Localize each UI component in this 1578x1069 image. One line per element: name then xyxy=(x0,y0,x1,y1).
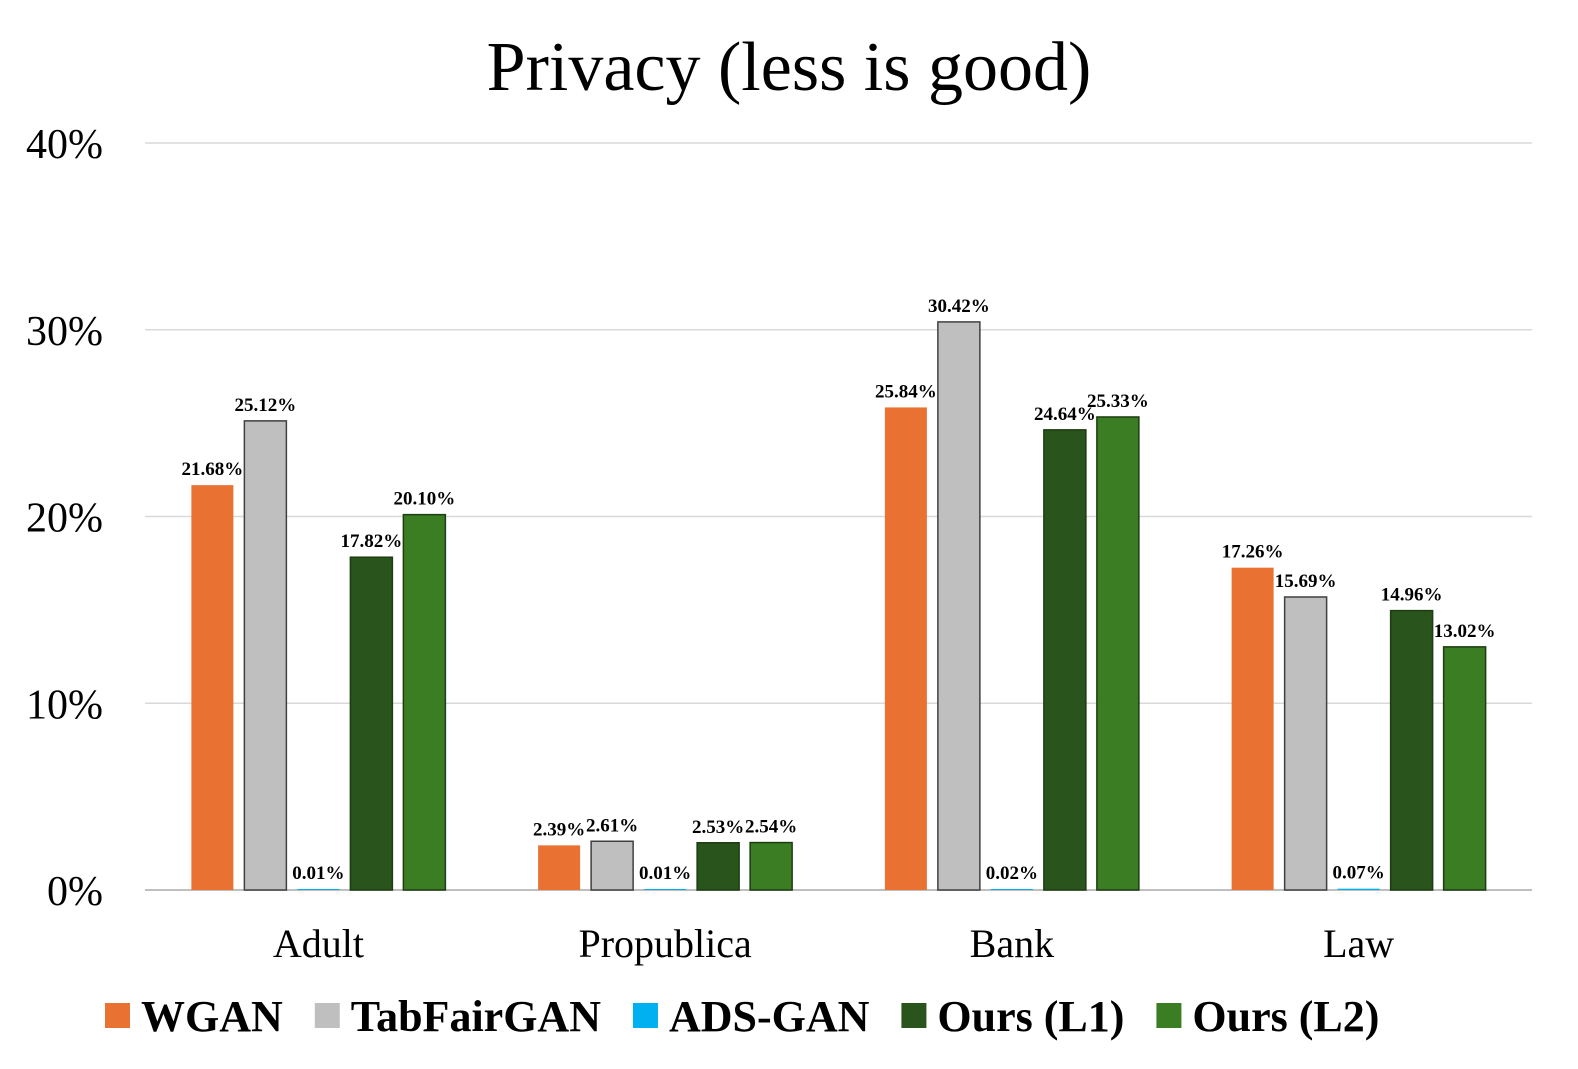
legend-swatch xyxy=(632,1003,658,1028)
x-tick-label: Law xyxy=(1323,921,1394,966)
y-tick-label: 20% xyxy=(26,496,103,542)
legend-swatch xyxy=(314,1003,340,1028)
data-label: 21.68% xyxy=(182,459,244,480)
legend-swatch xyxy=(105,1003,130,1028)
data-label: 2.61% xyxy=(586,815,638,836)
bars xyxy=(191,321,1487,891)
data-label: 24.64% xyxy=(1034,404,1096,425)
data-label: 17.26% xyxy=(1222,542,1284,563)
bar-ads-gan-propublica xyxy=(644,889,687,890)
data-label: 0.07% xyxy=(1333,863,1385,884)
y-tick-label: 40% xyxy=(26,122,103,168)
data-label: 2.53% xyxy=(692,817,744,838)
legend-label: WGAN xyxy=(141,992,283,1041)
bar-ours-l2--adult xyxy=(402,513,447,891)
data-label: 25.33% xyxy=(1087,391,1149,412)
data-label: 25.84% xyxy=(875,381,937,402)
gridlines: 0% 10% 20% 30% 40% xyxy=(26,122,1532,915)
bar-ads-gan-law xyxy=(1337,888,1380,890)
data-label: 0.01% xyxy=(639,863,691,884)
bar-ads-gan-adult xyxy=(297,889,340,890)
legend-swatch xyxy=(901,1003,927,1028)
bar-tabfairgan-bank xyxy=(937,321,981,891)
x-tick-label: Propublica xyxy=(578,921,752,966)
data-label: 2.39% xyxy=(533,819,585,840)
data-label: 2.54% xyxy=(745,817,797,838)
bar-tabfairgan-law xyxy=(1283,596,1328,891)
data-label: 0.01% xyxy=(292,863,344,884)
legend-label: Ours (L2) xyxy=(1192,992,1379,1041)
legend-label: Ours (L1) xyxy=(937,992,1124,1041)
chart-title: Privacy (less is good) xyxy=(487,29,1092,106)
bar-wgan-propublica xyxy=(538,845,581,890)
y-tick-label: 30% xyxy=(26,309,103,355)
bar-ours-l2--propublica xyxy=(749,841,793,891)
data-label: 25.12% xyxy=(235,395,297,416)
data-label: 20.10% xyxy=(394,489,456,510)
legend-label: TabFairGAN xyxy=(351,992,601,1041)
data-label: 0.02% xyxy=(986,863,1038,884)
x-axis-ticks: Adult Propublica Bank Law xyxy=(273,921,1394,966)
data-label: 14.96% xyxy=(1381,585,1443,606)
bar-ours-l2--bank xyxy=(1096,416,1140,891)
data-label: 13.02% xyxy=(1434,621,1496,642)
legend-swatch xyxy=(1156,1003,1182,1028)
bar-ours-l1--adult xyxy=(349,556,394,891)
legend: WGAN TabFairGAN ADS-GAN Ours (L1) Ours (L2) xyxy=(105,992,1379,1041)
bar-wgan-bank xyxy=(884,407,927,890)
y-tick-label: 10% xyxy=(26,682,103,728)
data-labels: 21.68% 25.12% 0.01% 17.82% 20.10% 2.39% 2.61% 0… xyxy=(182,296,1496,884)
bar-ours-l2--law xyxy=(1442,646,1487,891)
bar-ads-gan-bank xyxy=(990,889,1033,890)
bar-ours-l1--bank xyxy=(1043,429,1087,891)
bar-ours-l1--propublica xyxy=(696,842,740,891)
data-label: 17.82% xyxy=(341,531,403,552)
bar-tabfairgan-propublica xyxy=(590,840,634,891)
y-tick-label: 0% xyxy=(47,869,103,915)
bar-ours-l1--law xyxy=(1389,609,1434,891)
bar-wgan-law xyxy=(1231,567,1274,890)
bar-wgan-adult xyxy=(191,485,234,890)
bar-tabfairgan-adult xyxy=(243,420,288,891)
x-tick-label: Bank xyxy=(970,921,1054,966)
data-label: 30.42% xyxy=(928,296,990,317)
data-label: 15.69% xyxy=(1275,571,1337,592)
x-tick-label: Adult xyxy=(273,921,364,966)
legend-label: ADS-GAN xyxy=(669,992,870,1041)
